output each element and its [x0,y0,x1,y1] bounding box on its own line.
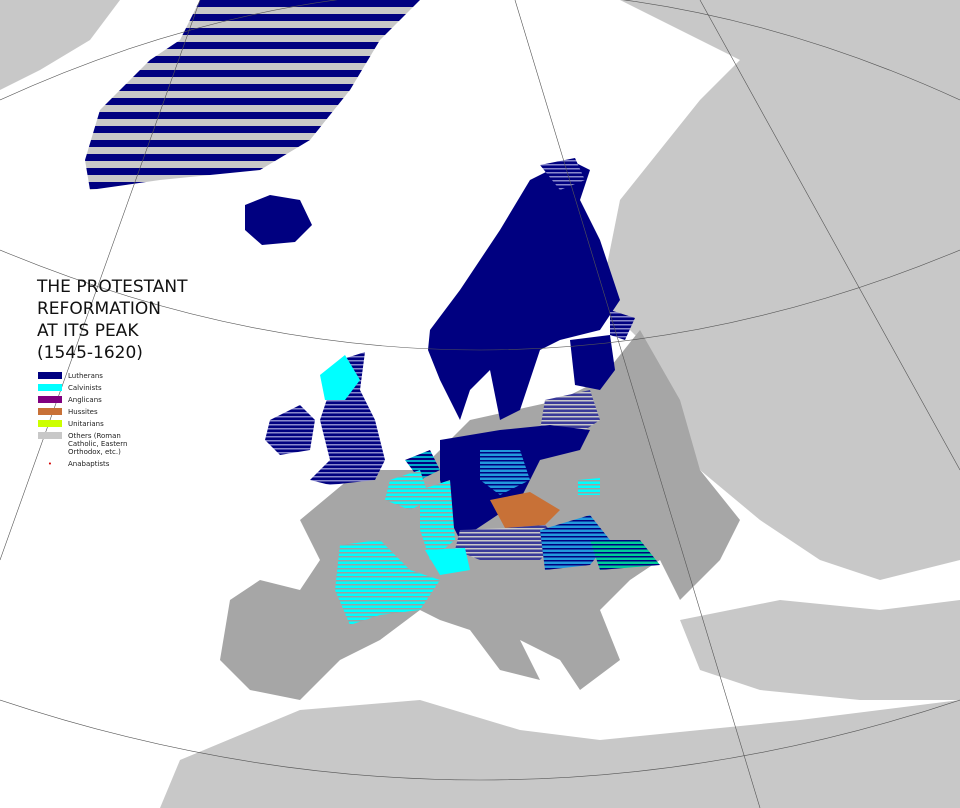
legend-item-anabaptists: • Anabaptists [38,460,128,468]
ireland [265,405,315,455]
anabaptist-dot-icon: • [47,460,53,468]
legend-swatch-unitarians [38,420,62,427]
germany-calvinist [480,450,530,495]
hungary [540,515,610,570]
legend-swatch-hussites [38,408,62,415]
legend-item-unitarians: Unitarians [38,420,128,428]
legend-label: Calvinists [68,384,102,392]
france-huguenot [335,540,440,625]
scotland-calvinist [320,355,360,400]
switzerland [425,548,470,575]
legend-swatch-others [38,432,62,439]
legend-label: Unitarians [68,420,104,428]
legend-item-others: Others (Roman Catholic, Eastern Orthodox… [38,432,128,456]
turkey-land [680,600,960,700]
netherlands [405,450,440,480]
poland-calvinist [578,478,600,495]
transylvania [590,540,660,570]
ingria [610,310,635,340]
low-countries-calvinist [385,470,430,510]
legend-label: Lutherans [68,372,103,380]
austria-lutheran [455,525,560,560]
africa-land [160,700,960,808]
greenland [85,0,420,190]
estonia-latvia [570,335,615,390]
great-britain [310,352,385,485]
scandinavia [428,160,620,420]
legend: Lutherans Calvinists Anglicans Hussites … [38,372,128,472]
legend-swatch-anglicans [38,396,62,403]
legend-swatch-calvinists [38,384,62,391]
iceland [245,195,312,245]
legend-item-hussites: Hussites [38,408,128,416]
legend-swatch-lutherans [38,372,62,379]
legend-label: Anabaptists [68,460,110,468]
legend-label: Others (Roman Catholic, Eastern Orthodox… [68,432,128,456]
north-america-land [0,0,120,90]
legend-label: Anglicans [68,396,102,404]
finland-north [540,158,585,190]
map-title: THE PROTESTANT REFORMATION AT ITS PEAK (… [37,277,188,363]
bohemia [490,492,560,528]
legend-label: Hussites [68,408,98,416]
legend-item-lutherans: Lutherans [38,372,128,380]
legend-item-calvinists: Calvinists [38,384,128,392]
legend-item-anglicans: Anglicans [38,396,128,404]
rhineland [420,480,455,560]
